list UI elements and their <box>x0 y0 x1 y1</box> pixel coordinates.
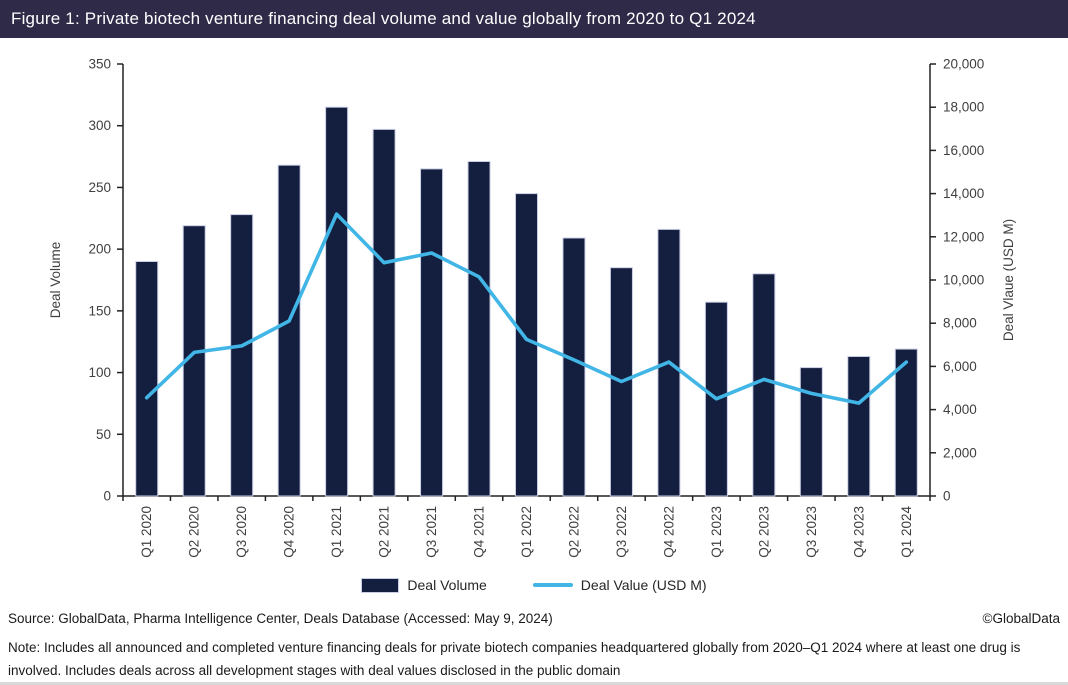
source-text: Source: GlobalData, Pharma Intelligence … <box>8 611 553 626</box>
svg-text:4,000: 4,000 <box>943 402 977 417</box>
svg-text:Q2 2023: Q2 2023 <box>756 506 771 558</box>
svg-text:150: 150 <box>88 303 111 318</box>
svg-text:0: 0 <box>103 489 111 504</box>
bottom-divider <box>0 682 1068 685</box>
footer-row: Source: GlobalData, Pharma Intelligence … <box>0 611 1068 626</box>
deal-value-line-swatch-icon <box>532 583 573 587</box>
svg-text:Q1 2023: Q1 2023 <box>709 506 724 558</box>
svg-text:50: 50 <box>96 427 111 442</box>
svg-text:16,000: 16,000 <box>943 143 984 158</box>
svg-text:14,000: 14,000 <box>943 186 984 201</box>
deal-volume-swatch-icon <box>361 577 400 593</box>
svg-text:Deal Volume: Deal Volume <box>48 242 63 319</box>
svg-text:100: 100 <box>88 365 111 380</box>
figure-title-bar: Figure 1: Private biotech venture financ… <box>0 0 1068 38</box>
svg-text:Q1 2020: Q1 2020 <box>139 506 154 558</box>
svg-text:Q2 2020: Q2 2020 <box>187 506 202 558</box>
svg-text:Q3 2023: Q3 2023 <box>804 506 819 558</box>
svg-text:Q4 2021: Q4 2021 <box>472 506 487 558</box>
note-text: Note: Includes all announced and complet… <box>8 640 1021 678</box>
svg-text:10,000: 10,000 <box>943 273 984 288</box>
svg-text:Q4 2023: Q4 2023 <box>851 506 866 558</box>
svg-text:Q3 2020: Q3 2020 <box>234 506 249 558</box>
figure-title: Figure 1: Private biotech venture financ… <box>11 9 756 28</box>
chart-canvas: 0 50 100 150 200 250 300 350 0 2,000 4,000 6,000 8,0… <box>48 57 1016 558</box>
legend-label-deal-value: Deal Value (USD M) <box>580 577 707 593</box>
svg-text:350: 350 <box>88 57 111 72</box>
legend-label-deal-volume: Deal Volume <box>407 577 487 593</box>
svg-text:2,000: 2,000 <box>943 445 977 460</box>
svg-text:6,000: 6,000 <box>943 359 977 374</box>
svg-text:300: 300 <box>88 118 111 133</box>
legend-item-deal-value: Deal Value (USD M) <box>532 577 707 593</box>
svg-text:Q1 2022: Q1 2022 <box>519 506 534 558</box>
chart-legend: Deal Volume Deal Value (USD M) <box>0 574 1068 596</box>
svg-text:Deal Vlaue (USD M): Deal Vlaue (USD M) <box>1001 219 1016 341</box>
svg-text:0: 0 <box>943 489 951 504</box>
svg-text:Q3 2021: Q3 2021 <box>424 506 439 558</box>
svg-text:Q4 2022: Q4 2022 <box>661 506 676 558</box>
svg-text:8,000: 8,000 <box>943 316 977 331</box>
svg-text:250: 250 <box>88 180 111 195</box>
svg-text:Q2 2021: Q2 2021 <box>377 506 392 558</box>
svg-text:20,000: 20,000 <box>943 57 984 72</box>
svg-text:12,000: 12,000 <box>943 229 984 244</box>
svg-text:Q3 2022: Q3 2022 <box>614 506 629 558</box>
svg-text:18,000: 18,000 <box>943 100 984 115</box>
svg-text:Q1 2021: Q1 2021 <box>329 506 344 558</box>
svg-text:200: 200 <box>88 242 111 257</box>
copyright-text: ©GlobalData <box>982 611 1061 626</box>
svg-text:Q4 2020: Q4 2020 <box>282 506 297 558</box>
svg-text:Q1 2024: Q1 2024 <box>899 506 914 558</box>
svg-text:Q2 2022: Q2 2022 <box>566 506 581 558</box>
legend-item-deal-volume: Deal Volume <box>361 577 487 593</box>
